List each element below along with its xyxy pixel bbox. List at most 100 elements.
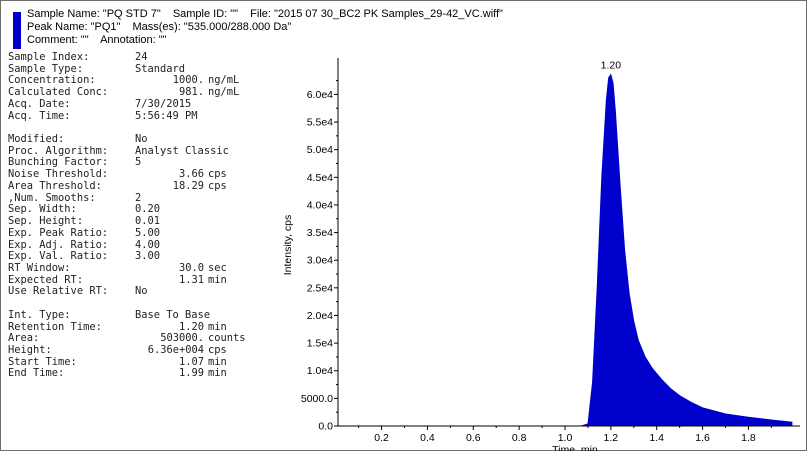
sample-id: Sample ID: "" — [172, 8, 239, 20]
param-row: Expected RT: 1.31 min — [8, 273, 278, 287]
sample-name: Sample Name: "PQ STD 7" — [27, 8, 161, 20]
param-row: Exp. Adj. Ratio: 4.00 — [8, 238, 278, 252]
x-tick-label: 1.8 — [741, 432, 756, 444]
param-value: 1.99 — [178, 367, 204, 380]
param-unit: min — [208, 273, 227, 286]
param-row: Sample Type: Standard — [8, 62, 278, 76]
param-unit: ng/mL — [208, 74, 240, 87]
param-label: End Time: — [8, 367, 65, 380]
param-label: Sep. Height: — [8, 215, 84, 228]
param-row: Bunching Factor: 5 — [8, 157, 278, 169]
y-tick-label: 5000.0 — [301, 393, 333, 405]
param-label: Area: — [8, 332, 40, 345]
param-value: 4.00 — [135, 238, 161, 251]
param-value: Analyst Classic — [135, 144, 229, 157]
param-label: Calculated Conc: — [8, 86, 109, 99]
param-row: Area Threshold: 18.29 cps — [8, 180, 278, 193]
param-row: Calculated Conc: 981. ng/mL — [8, 86, 278, 99]
integration-parameters: Sample Index: 24 Sample Type: Standard Conce… — [8, 51, 278, 380]
param-label: ,Num. Smooths: — [8, 191, 96, 204]
param-label: Exp. Peak Ratio: — [8, 226, 109, 239]
param-row: Sep. Height: 0.01 — [8, 215, 278, 228]
y-tick-label: 5.0e4 — [307, 144, 333, 156]
param-label: Sample Index: — [8, 51, 90, 63]
param-value: 2 — [135, 191, 142, 204]
x-tick-label: 0.6 — [466, 432, 481, 444]
param-value: No — [135, 133, 148, 146]
param-value: 1.20 — [178, 320, 204, 333]
param-value: 5 — [135, 156, 142, 169]
param-value: 3.00 — [135, 250, 161, 263]
param-label: Sample Type: — [8, 62, 84, 75]
param-label: Use Relative RT: — [8, 285, 109, 298]
param-value: 981. — [178, 86, 204, 99]
param-value: No — [135, 285, 148, 298]
param-row: Height: 6.36e+004 cps — [8, 343, 278, 357]
y-tick-label: 2.5e4 — [307, 282, 333, 294]
param-label: Acq. Date: — [8, 97, 71, 110]
param-row: Start Time: 1.07 min — [8, 355, 278, 369]
x-tick-label: 0.2 — [374, 432, 389, 444]
param-label: Expected RT: — [8, 273, 84, 286]
param-label: Proc. Algorithm: — [8, 144, 109, 157]
annotation: Annotation: "" — [100, 34, 167, 46]
peak-name: Peak Name: "PQ1" — [27, 21, 121, 33]
y-tick-label: 1.0e4 — [307, 365, 333, 377]
param-value: Base To Base — [135, 308, 211, 321]
y-tick-label: 1.5e4 — [307, 338, 333, 350]
param-label: Bunching Factor: — [8, 156, 109, 169]
param-value: 503000. — [160, 332, 204, 345]
param-value: 1000. — [172, 74, 204, 87]
param-row: Int. Type: Base To Base — [8, 308, 278, 322]
param-value: 0.20 — [135, 203, 161, 216]
param-label: Exp. Val. Ratio: — [8, 250, 109, 263]
param-value: 5.00 — [135, 226, 161, 239]
header-line-3: Comment: "" Annotation: "" — [27, 34, 176, 46]
header-line-2: Peak Name: "PQ1" Mass(es): "535.000/288.… — [27, 21, 300, 33]
param-row: Concentration: 1000. ng/mL — [8, 75, 278, 87]
param-row: End Time: 1.99 min — [8, 368, 278, 380]
param-value: Standard — [135, 62, 186, 75]
param-label: Retention Time: — [8, 320, 102, 333]
param-row: Exp. Val. Ratio: 3.00 — [8, 250, 278, 263]
masses: Mass(es): "535.000/288.000 Da" — [132, 21, 292, 33]
param-unit: min — [208, 355, 227, 368]
param-value: 6.36e+004 — [147, 343, 204, 356]
param-label: Exp. Adj. Ratio: — [8, 238, 109, 251]
trace-color-swatch — [13, 12, 21, 49]
param-value: 5:56:49 PM — [135, 109, 198, 122]
y-tick-label: 3.0e4 — [307, 255, 333, 267]
param-label: Sep. Width: — [8, 203, 77, 216]
param-row: Noise Threshold: 3.66 cps — [8, 168, 278, 181]
param-row: Acq. Date: 7/30/2015 — [8, 97, 278, 111]
param-value: 1.31 — [178, 273, 204, 286]
param-unit: counts — [208, 332, 246, 345]
x-tick-label: 1.2 — [604, 432, 619, 444]
param-label: Modified: — [8, 133, 65, 146]
param-value: 0.01 — [135, 215, 161, 228]
x-tick-label: 1.6 — [695, 432, 710, 444]
param-value: 3.66 — [178, 168, 204, 181]
chromatogram-header: Sample Name: "PQ STD 7" Sample ID: "" Fi… — [10, 4, 800, 52]
comment: Comment: "" — [27, 34, 89, 46]
param-row: Modified: No — [8, 133, 278, 146]
x-tick-label: 0.4 — [420, 432, 435, 444]
param-row: Sep. Width: 0.20 — [8, 204, 278, 216]
param-row: Use Relative RT: No — [8, 286, 278, 298]
peak-apex-label: 1.20 — [601, 60, 622, 72]
file-name: File: "2015 07 30_BC2 PK Samples_29-42_V… — [250, 8, 503, 20]
param-value: 7/30/2015 — [135, 97, 192, 110]
param-row: Exp. Peak Ratio: 5.00 — [8, 226, 278, 240]
param-label: Start Time: — [8, 355, 77, 368]
y-tick-label: 2.0e4 — [307, 310, 333, 322]
param-row: Proc. Algorithm: Analyst Classic — [8, 144, 278, 158]
y-axis-label: Intensity, cps — [282, 215, 294, 276]
param-label: RT Window: — [8, 261, 71, 274]
param-row: Area: 503000. counts — [8, 333, 278, 345]
param-unit: sec — [208, 261, 227, 274]
param-value: 24 — [135, 51, 148, 63]
param-unit: ng/mL — [208, 86, 240, 99]
x-tick-label: 1.0 — [558, 432, 573, 444]
y-tick-label: 0.0 — [318, 421, 333, 433]
y-tick-label: 5.5e4 — [307, 117, 333, 129]
